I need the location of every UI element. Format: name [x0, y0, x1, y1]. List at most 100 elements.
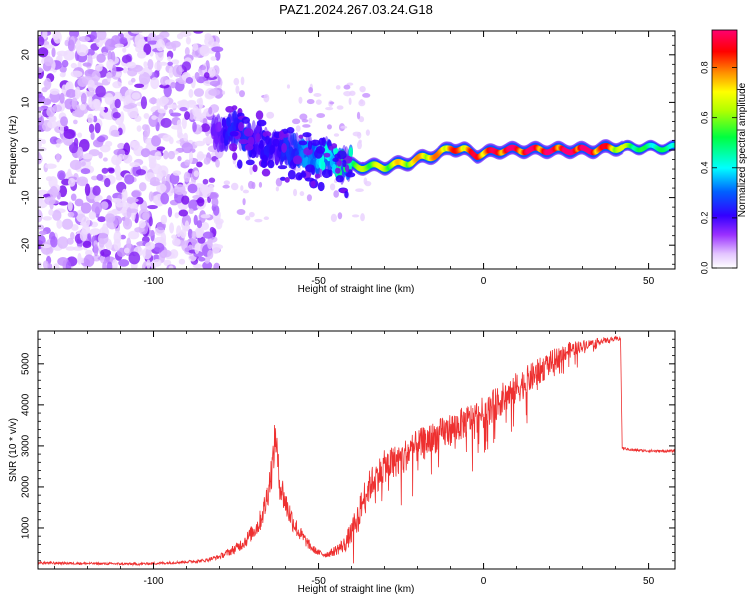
spectrogram-noise-blob [96, 173, 104, 181]
spectrogram-noise-blob [43, 56, 54, 67]
spectrogram-noise-blob [78, 35, 91, 43]
spectrogram-noise-blob [102, 157, 108, 162]
spectrogram-noise-blob [93, 38, 100, 43]
spectrogram-noise-blob [242, 189, 250, 194]
spectrogram-noise-blob [160, 192, 170, 205]
spectrogram-noise-blob [181, 142, 193, 154]
spectrogram-noise-blob [90, 31, 98, 42]
spectrogram-signal-blob [252, 164, 258, 173]
spectrogram-noise-blob [38, 47, 49, 58]
spectrogram-noise-blob [67, 211, 75, 218]
spectrogram-noise-blob [96, 53, 106, 63]
spectrogram-noise-blob [249, 166, 253, 175]
spectrogram-noise-blob [98, 238, 105, 248]
spectrogram-noise-blob [258, 181, 263, 188]
spectrogram-noise-blob [193, 88, 205, 97]
spectrogram-noise-blob [134, 83, 145, 88]
spectrogram-noise-blob [221, 90, 226, 95]
spectrogram-noise-blob [143, 61, 148, 68]
spectrogram-signal-blob [236, 159, 243, 169]
spectrogram-noise-blob [333, 133, 340, 137]
spectrogram-signal-blob [345, 172, 356, 178]
spectrogram-noise-blob [135, 169, 147, 176]
colorbar: 0.0 0.2 0.4 0.6 0.8 Normalized spectral ampl… [699, 29, 748, 275]
spectrogram-noise-blob [167, 56, 172, 62]
spectrogram-noise-blob [236, 208, 246, 215]
spectrogram-noise-blob [179, 106, 188, 112]
spectrogram-noise-blob [181, 117, 187, 130]
spectrogram-noise-blob [172, 64, 183, 78]
spectrogram-noise-blob [119, 37, 128, 44]
spectrogram-noise-blob [157, 165, 169, 177]
spectrogram-noise-blob [123, 247, 130, 254]
spectrogram-noise-blob [131, 140, 141, 149]
spectrogram-noise-blob [333, 190, 340, 198]
spectrogram-noise-blob [138, 72, 151, 85]
spectrogram-noise-blob [167, 104, 178, 109]
spectrogram-noise-blob [57, 257, 69, 266]
spectrogram-noise-blob [176, 33, 184, 40]
spectrogram-signal-blob [315, 145, 326, 154]
spectrogram-noise-blob [359, 98, 364, 105]
spectrogram-noise-blob [153, 242, 165, 253]
spectrogram-noise-blob [77, 132, 83, 138]
spectrogram-noise-blob [204, 35, 215, 47]
spectrogram-noise-blob [292, 118, 301, 125]
spectrogram-noise-blob [67, 168, 72, 178]
spectrogram-noise-blob [263, 93, 270, 103]
spectrogram-noise-blob [111, 198, 122, 203]
spectrogram-noise-blob [286, 84, 291, 89]
spectrogram-noise-blob [146, 259, 151, 269]
spectrogram-noise-blob [70, 193, 77, 201]
spectrogram-noise-blob [112, 112, 121, 119]
spectrogram-noise-blob [192, 43, 199, 51]
spectrogram-noise-blob [201, 222, 210, 231]
spectrogram-signal-blob [323, 152, 331, 158]
spectrogram-noise-blob [203, 72, 210, 79]
spectrogram-noise-blob [266, 111, 275, 119]
spectrogram-noise-blob [340, 125, 348, 129]
spectrogram-noise-blob [128, 251, 141, 265]
colorbar-tick-label: 0.8 [699, 61, 709, 74]
spectrogram-signal-blob [310, 180, 316, 188]
spectrogram-noise-blob [356, 131, 362, 139]
spectrogram-signal-blob [287, 169, 296, 180]
spectrogram-noise-blob [223, 180, 231, 186]
spectrogram-noise-blob [356, 111, 361, 120]
spectrogram-noise-blob [93, 99, 102, 110]
spectrogram-noise-blob [67, 201, 73, 212]
spectrogram-noise-blob [57, 170, 66, 181]
spectrogram-signal-blob [238, 139, 249, 145]
spectrogram-noise-blob [200, 123, 211, 133]
figure-title: PAZ1.2024.267.03.24.G18 [279, 2, 433, 17]
spectrogram-noise-blob [106, 261, 113, 269]
spectrogram-noise-blob [154, 151, 162, 161]
spectrogram-noise-blob [131, 190, 141, 198]
spectrogram-noise-blob [61, 59, 69, 68]
spectrogram-noise-blob [131, 92, 141, 100]
spectrogram-signal-blob [317, 181, 325, 192]
spectrogram-noise-blob [67, 39, 75, 52]
spectrogram-noise-blob [60, 116, 69, 127]
snr-xlabel: Height of straight line (km) [298, 584, 415, 595]
spectrogram-signal-blob [328, 169, 333, 177]
spectrogram-noise-blob [117, 142, 126, 150]
spectrogram-noise-blob [134, 115, 142, 122]
spectrogram-noise-blob [40, 243, 52, 249]
spectrogram-noise-blob [211, 243, 221, 254]
spectrogram-noise-blob [123, 142, 131, 156]
spectrogram-noise-blob [100, 201, 109, 210]
spectrogram-noise-blob [97, 216, 106, 223]
spectrogram-signal-blob [256, 132, 261, 143]
spectrogram-noise-blob [163, 259, 172, 266]
spectrogram-noise-blob [199, 65, 206, 71]
spectrogram-noise-blob [362, 93, 371, 98]
spectrogram-noise-blob [184, 111, 191, 120]
spectrogram-noise-blob [163, 150, 169, 160]
spectrogram-noise-blob [94, 196, 100, 203]
spectrogram-noise-blob [113, 148, 126, 156]
colorbar-tick-label: 0.0 [699, 262, 709, 275]
spectrogram-noise-blob [203, 157, 211, 165]
spectrogram-noise-blob [118, 259, 130, 267]
spectrogram-noise-blob [299, 113, 308, 121]
